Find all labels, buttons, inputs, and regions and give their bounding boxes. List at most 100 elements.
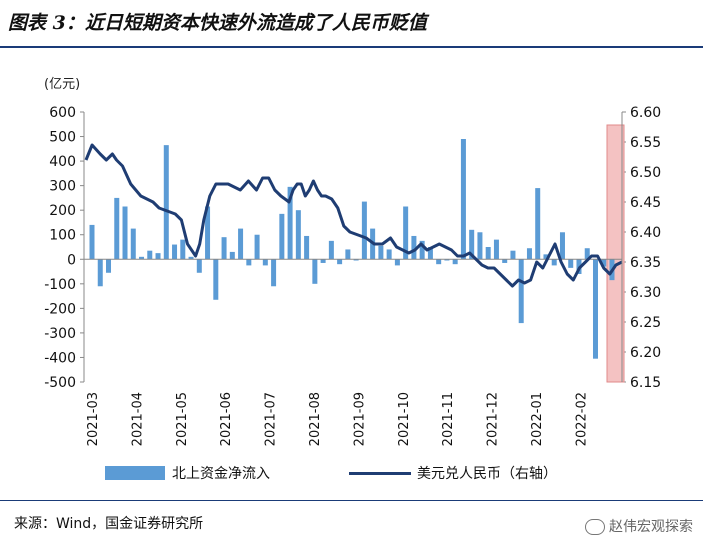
- bar: [328, 240, 334, 260]
- bar: [510, 250, 516, 260]
- x-axis-ticks: 2021-03 2021-04 2021-05 2021-06 2021-07 2021-…: [86, 392, 589, 446]
- bar: [172, 244, 178, 260]
- bar: [89, 224, 95, 260]
- left-tick-label: 500: [49, 130, 76, 146]
- bar: [188, 256, 194, 260]
- x-tick-label: 2021-07: [264, 392, 279, 446]
- legend: 北上资金净流入 美元兑人民币（右轴）: [105, 466, 557, 482]
- x-tick-label: 2021-04: [130, 392, 145, 446]
- watermark: 赵伟宏观探索: [585, 516, 693, 536]
- x-tick-label: 2022-01: [530, 392, 545, 446]
- right-tick-label: 6.35: [630, 255, 661, 271]
- x-tick-label: 2021-03: [86, 392, 101, 446]
- bar: [361, 201, 367, 260]
- bar: [584, 248, 590, 260]
- bar: [378, 245, 384, 260]
- bar: [221, 237, 227, 260]
- bar: [469, 229, 475, 260]
- legend-line-label: 美元兑人民币（右轴）: [417, 466, 557, 482]
- bar: [130, 228, 136, 260]
- right-tick-label: 6.60: [630, 105, 661, 121]
- bar: [180, 239, 186, 260]
- bar: [353, 259, 359, 261]
- left-tick-label: -200: [44, 301, 76, 317]
- bar: [254, 234, 260, 260]
- bar: [411, 235, 417, 260]
- bar: [304, 235, 310, 260]
- bar: [568, 259, 574, 268]
- highlight-rect: [606, 124, 625, 383]
- bar: [559, 232, 565, 260]
- bar: [238, 228, 244, 260]
- bar: [320, 259, 326, 263]
- bar: [122, 206, 128, 260]
- x-tick-label: 2021-12: [486, 392, 501, 446]
- x-tick-label: 2021-06: [219, 392, 234, 446]
- bar: [485, 247, 491, 260]
- right-tick-label: 6.20: [630, 345, 661, 361]
- bar: [386, 249, 392, 260]
- bar: [419, 240, 425, 260]
- bar: [271, 259, 277, 287]
- bar: [196, 259, 202, 273]
- usdcny-line: [84, 143, 623, 288]
- bar: [535, 188, 541, 260]
- bar: [163, 145, 169, 260]
- watermark-label: 赵伟宏观探索: [609, 519, 693, 535]
- chart: (亿元) 600 500 400 300 200 100 0 -100 -200 -300 -400…: [44, 77, 661, 482]
- x-tick-label: 2021-10: [397, 392, 412, 446]
- left-tick-label: 400: [49, 154, 76, 170]
- left-tick-label: 600: [49, 105, 76, 121]
- bar: [436, 259, 442, 265]
- left-tick-label: 0: [67, 252, 76, 268]
- left-axis-unit-label: (亿元): [44, 77, 80, 92]
- bar: [229, 251, 235, 260]
- title-divider: [0, 46, 703, 48]
- legend-bar-swatch: [105, 466, 165, 480]
- bar: [246, 259, 252, 266]
- left-axis-ticks: 600 500 400 300 200 100 0 -100 -200 -300 -400 -500: [44, 105, 84, 391]
- bar: [287, 186, 293, 260]
- right-tick-label: 6.25: [630, 315, 661, 331]
- bar: [403, 206, 409, 260]
- bar: [477, 232, 483, 260]
- bar: [460, 139, 466, 260]
- left-tick-label: 300: [49, 179, 76, 195]
- bar: [155, 253, 161, 260]
- bar: [97, 259, 103, 287]
- bar: [394, 259, 400, 266]
- footer-divider: [0, 500, 703, 501]
- axes: [83, 112, 623, 382]
- right-tick-label: 6.55: [630, 135, 661, 151]
- legend-line-swatch: [349, 472, 411, 475]
- bar: [337, 259, 343, 265]
- bar: [279, 213, 285, 260]
- source-note: 来源：Wind，国金证券研究所: [14, 516, 204, 532]
- bar: [502, 259, 508, 263]
- line-series: [84, 143, 623, 288]
- bar: [213, 259, 219, 300]
- x-tick-label: 2021-11: [441, 392, 456, 446]
- bar: [427, 247, 433, 260]
- x-tick-label: 2022-02: [574, 392, 589, 446]
- bar: [601, 259, 607, 267]
- right-axis-ticks: 6.60 6.55 6.50 6.45 6.40 6.35 6.30 6.25 6.20 6.15: [622, 105, 661, 391]
- left-tick-label: -500: [44, 375, 76, 391]
- right-tick-label: 6.30: [630, 285, 661, 301]
- bar: [295, 210, 301, 260]
- bar: [205, 206, 211, 260]
- bar: [452, 259, 458, 265]
- x-tick-label: 2021-05: [175, 392, 190, 446]
- bar: [518, 259, 524, 324]
- right-tick-label: 6.45: [630, 195, 661, 211]
- bar: [543, 254, 549, 260]
- bar: [592, 259, 598, 359]
- right-tick-label: 6.15: [630, 375, 661, 391]
- bar: [526, 248, 532, 260]
- chart-title: 图表 3：近日短期资本快速外流造成了人民币贬值: [8, 12, 427, 34]
- x-tick-label: 2021-09: [352, 392, 367, 446]
- bar: [106, 259, 112, 273]
- bar-series: [89, 139, 615, 359]
- x-tick-label: 2021-08: [308, 392, 323, 446]
- right-tick-label: 6.40: [630, 225, 661, 241]
